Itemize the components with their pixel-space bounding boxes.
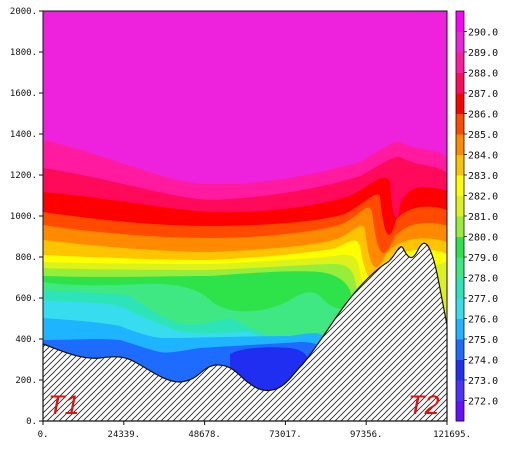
colorbar: 272.0 273.0 274.0 275.0 276.0 277.0 278.0 279.0… (455, 10, 498, 422)
colorbar-swatch (456, 195, 464, 217)
colorbar-label: 272.0 (468, 397, 498, 408)
colorbar-label: 284.0 (468, 151, 498, 162)
colorbar-swatch (456, 52, 464, 73)
colorbar-label: 286.0 (468, 110, 498, 121)
y-axis: 0. 200. 400. 600. 800. 1000. 1200. 1400. 1600. 18… (10, 7, 43, 427)
colorbar-swatch (456, 400, 464, 422)
colorbar-swatch (456, 154, 464, 176)
x-tick-label: 24339. (108, 430, 141, 440)
colorbar-swatch (456, 31, 464, 53)
label-t2: T2 (408, 390, 440, 420)
y-tick-label: 800. (15, 253, 37, 263)
colorbar-swatch (456, 380, 464, 401)
y-tick-label: 1800. (10, 48, 37, 58)
colorbar-swatch (456, 11, 464, 32)
x-tick-label: 97356. (350, 430, 383, 440)
colorbar-swatch (456, 72, 464, 94)
colorbar-swatch (456, 134, 464, 155)
y-tick-label: 1000. (10, 212, 37, 222)
colorbar-label: 280.0 (468, 233, 498, 244)
colorbar-label: 289.0 (468, 48, 498, 59)
x-tick-label: 0. (38, 430, 49, 440)
colorbar-swatch (456, 359, 464, 381)
terrain (42, 242, 448, 422)
colorbar-label: 273.0 (468, 376, 498, 387)
y-tick-label: 0. (26, 417, 37, 427)
colorbar-label: 275.0 (468, 335, 498, 346)
x-tick-label: 121695. (433, 430, 471, 440)
colorbar-label: 283.0 (468, 171, 498, 182)
y-tick-label: 600. (15, 294, 37, 304)
colorbar-swatch (456, 339, 464, 360)
label-t1: T1 (48, 390, 80, 420)
colorbar-swatch (456, 277, 464, 299)
colorbar-label: 282.0 (468, 192, 498, 203)
x-tick-label: 48678. (188, 430, 221, 440)
y-tick-label: 400. (15, 335, 37, 345)
y-tick-label: 1600. (10, 89, 37, 99)
y-tick-label: 1400. (10, 130, 37, 140)
colorbar-swatch (456, 175, 464, 196)
y-tick-label: 2000. (10, 7, 37, 17)
x-tick-label: 73017. (269, 430, 302, 440)
colorbar-label: 274.0 (468, 356, 498, 367)
colorbar-swatch (456, 318, 464, 340)
colorbar-label: 287.0 (468, 89, 498, 100)
colorbar-swatch (456, 216, 464, 237)
colorbar-swatch (456, 298, 464, 319)
colorbar-label: 276.0 (468, 315, 498, 326)
colorbar-label: 277.0 (468, 294, 498, 305)
colorbar-label: 288.0 (468, 69, 498, 80)
colorbar-swatch (456, 257, 464, 278)
colorbar-label: 285.0 (468, 130, 498, 141)
colorbar-swatch (456, 236, 464, 258)
x-axis: 0. 24339. 48678. 73017. 97356. 121695. (38, 421, 471, 440)
colorbar-label: 281.0 (468, 212, 498, 223)
colorbar-label: 278.0 (468, 274, 498, 285)
colorbar-label: 279.0 (468, 253, 498, 264)
y-tick-label: 200. (15, 376, 37, 386)
colorbar-label: 290.0 (468, 28, 498, 39)
colorbar-swatch (456, 93, 464, 114)
y-tick-label: 1200. (10, 171, 37, 181)
colorbar-swatch (456, 113, 464, 135)
